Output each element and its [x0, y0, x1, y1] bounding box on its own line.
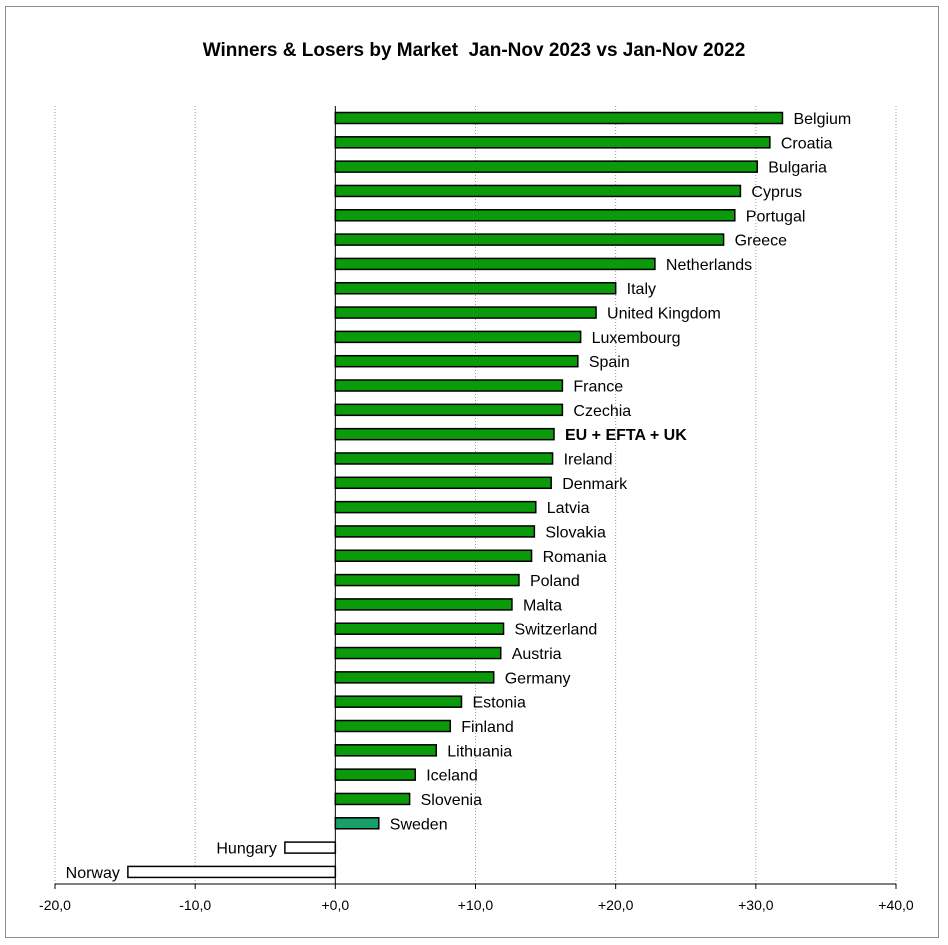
bar-label-estonia: Estonia: [472, 695, 525, 712]
bar-labels: Belgium Croatia Bulgaria Cyprus Portugal Gree…: [66, 111, 852, 882]
bar-label-slovakia: Slovakia: [545, 524, 606, 541]
bar-label-sweden: Sweden: [390, 816, 448, 833]
bar-spain: [334, 354, 579, 368]
x-tick-labels: -20,0 -10,0 +0,0 +10,0 +20,0 +30,0 +40,0: [39, 897, 914, 913]
bar-sweden: [334, 817, 380, 830]
bar-romania: [334, 549, 533, 563]
bar-label-finland: Finland: [461, 719, 513, 736]
bar-label-latvia: Latvia: [547, 500, 590, 517]
bar-label-luxembourg: Luxembourg: [592, 330, 681, 347]
bar-luxembourg: [334, 330, 582, 344]
bar-denmark: [334, 476, 552, 490]
bar-estonia: [334, 695, 463, 708]
bar-label-eu-efta-uk: EU + EFTA + UK: [565, 427, 687, 444]
x-tick-label: +0,0: [322, 897, 350, 913]
bar-ireland: [334, 452, 554, 465]
bar-label-spain: Spain: [589, 354, 630, 371]
x-tick-label: -10,0: [179, 897, 211, 913]
bar-france: [334, 379, 564, 392]
bar-czechia: [334, 403, 564, 417]
bar-belgium: [334, 111, 784, 125]
bar-slovenia: [334, 792, 411, 806]
bar-label-austria: Austria: [512, 646, 562, 663]
bar-italy: [334, 281, 617, 295]
x-tick-label: -20,0: [39, 897, 71, 913]
bar-label-czechia: Czechia: [573, 403, 631, 420]
bar-germany: [334, 671, 495, 684]
bar-label-switzerland: Switzerland: [515, 622, 598, 639]
bar-label-cyprus: Cyprus: [751, 184, 802, 201]
bar-finland: [334, 719, 452, 733]
bar-label-greece: Greece: [735, 233, 788, 250]
bar-label-bulgaria: Bulgaria: [768, 160, 827, 177]
bar-label-germany: Germany: [505, 670, 571, 687]
bar-slovakia: [334, 525, 536, 538]
bar-iceland: [334, 768, 416, 781]
bar-label-malta: Malta: [523, 597, 562, 614]
bar-bulgaria: [334, 160, 758, 173]
x-tick-label: +20,0: [598, 897, 634, 913]
bar-hungary: [284, 841, 337, 854]
bar-switzerland: [334, 622, 505, 635]
bar-label-ireland: Ireland: [564, 451, 613, 468]
x-tick-label: +10,0: [458, 897, 494, 913]
bar-label-romania: Romania: [543, 549, 607, 566]
bar-label-hungary: Hungary: [216, 841, 276, 858]
bar-croatia: [334, 136, 771, 149]
bar-label-slovenia: Slovenia: [421, 792, 482, 809]
bars: [127, 111, 784, 879]
bar-latvia: [334, 500, 537, 514]
bar-label-lithuania: Lithuania: [447, 743, 512, 760]
x-tick-label: +40,0: [878, 897, 914, 913]
bar-malta: [334, 598, 513, 611]
bar-poland: [334, 573, 520, 587]
axes: [54, 106, 897, 889]
bar-lithuania: [334, 744, 438, 757]
bar-greece: [334, 233, 725, 246]
bar-label-denmark: Denmark: [562, 476, 628, 493]
bar-label-portugal: Portugal: [746, 208, 806, 225]
bar-norway: [127, 865, 337, 879]
bar-label-iceland: Iceland: [426, 768, 478, 785]
bar-united-kingdom: [334, 306, 597, 319]
bar-label-italy: Italy: [627, 281, 656, 298]
bar-label-poland: Poland: [530, 573, 580, 590]
bar-label-france: France: [573, 379, 623, 396]
bar-label-united-kingdom: United Kingdom: [607, 306, 721, 323]
x-tick-label: +30,0: [738, 897, 774, 913]
bar-label-norway: Norway: [66, 865, 120, 882]
bar-label-belgium: Belgium: [793, 111, 851, 128]
bar-label-netherlands: Netherlands: [666, 257, 752, 274]
bar-austria: [334, 646, 502, 660]
bar-cyprus: [334, 184, 742, 198]
bar-label-croatia: Croatia: [781, 135, 833, 152]
bar-portugal: [334, 209, 736, 222]
chart-title: Winners & Losers by Market Jan-Nov 2023 …: [202, 40, 746, 61]
bar-eu-efta-uk: [334, 427, 555, 441]
bar-netherlands: [334, 257, 656, 271]
